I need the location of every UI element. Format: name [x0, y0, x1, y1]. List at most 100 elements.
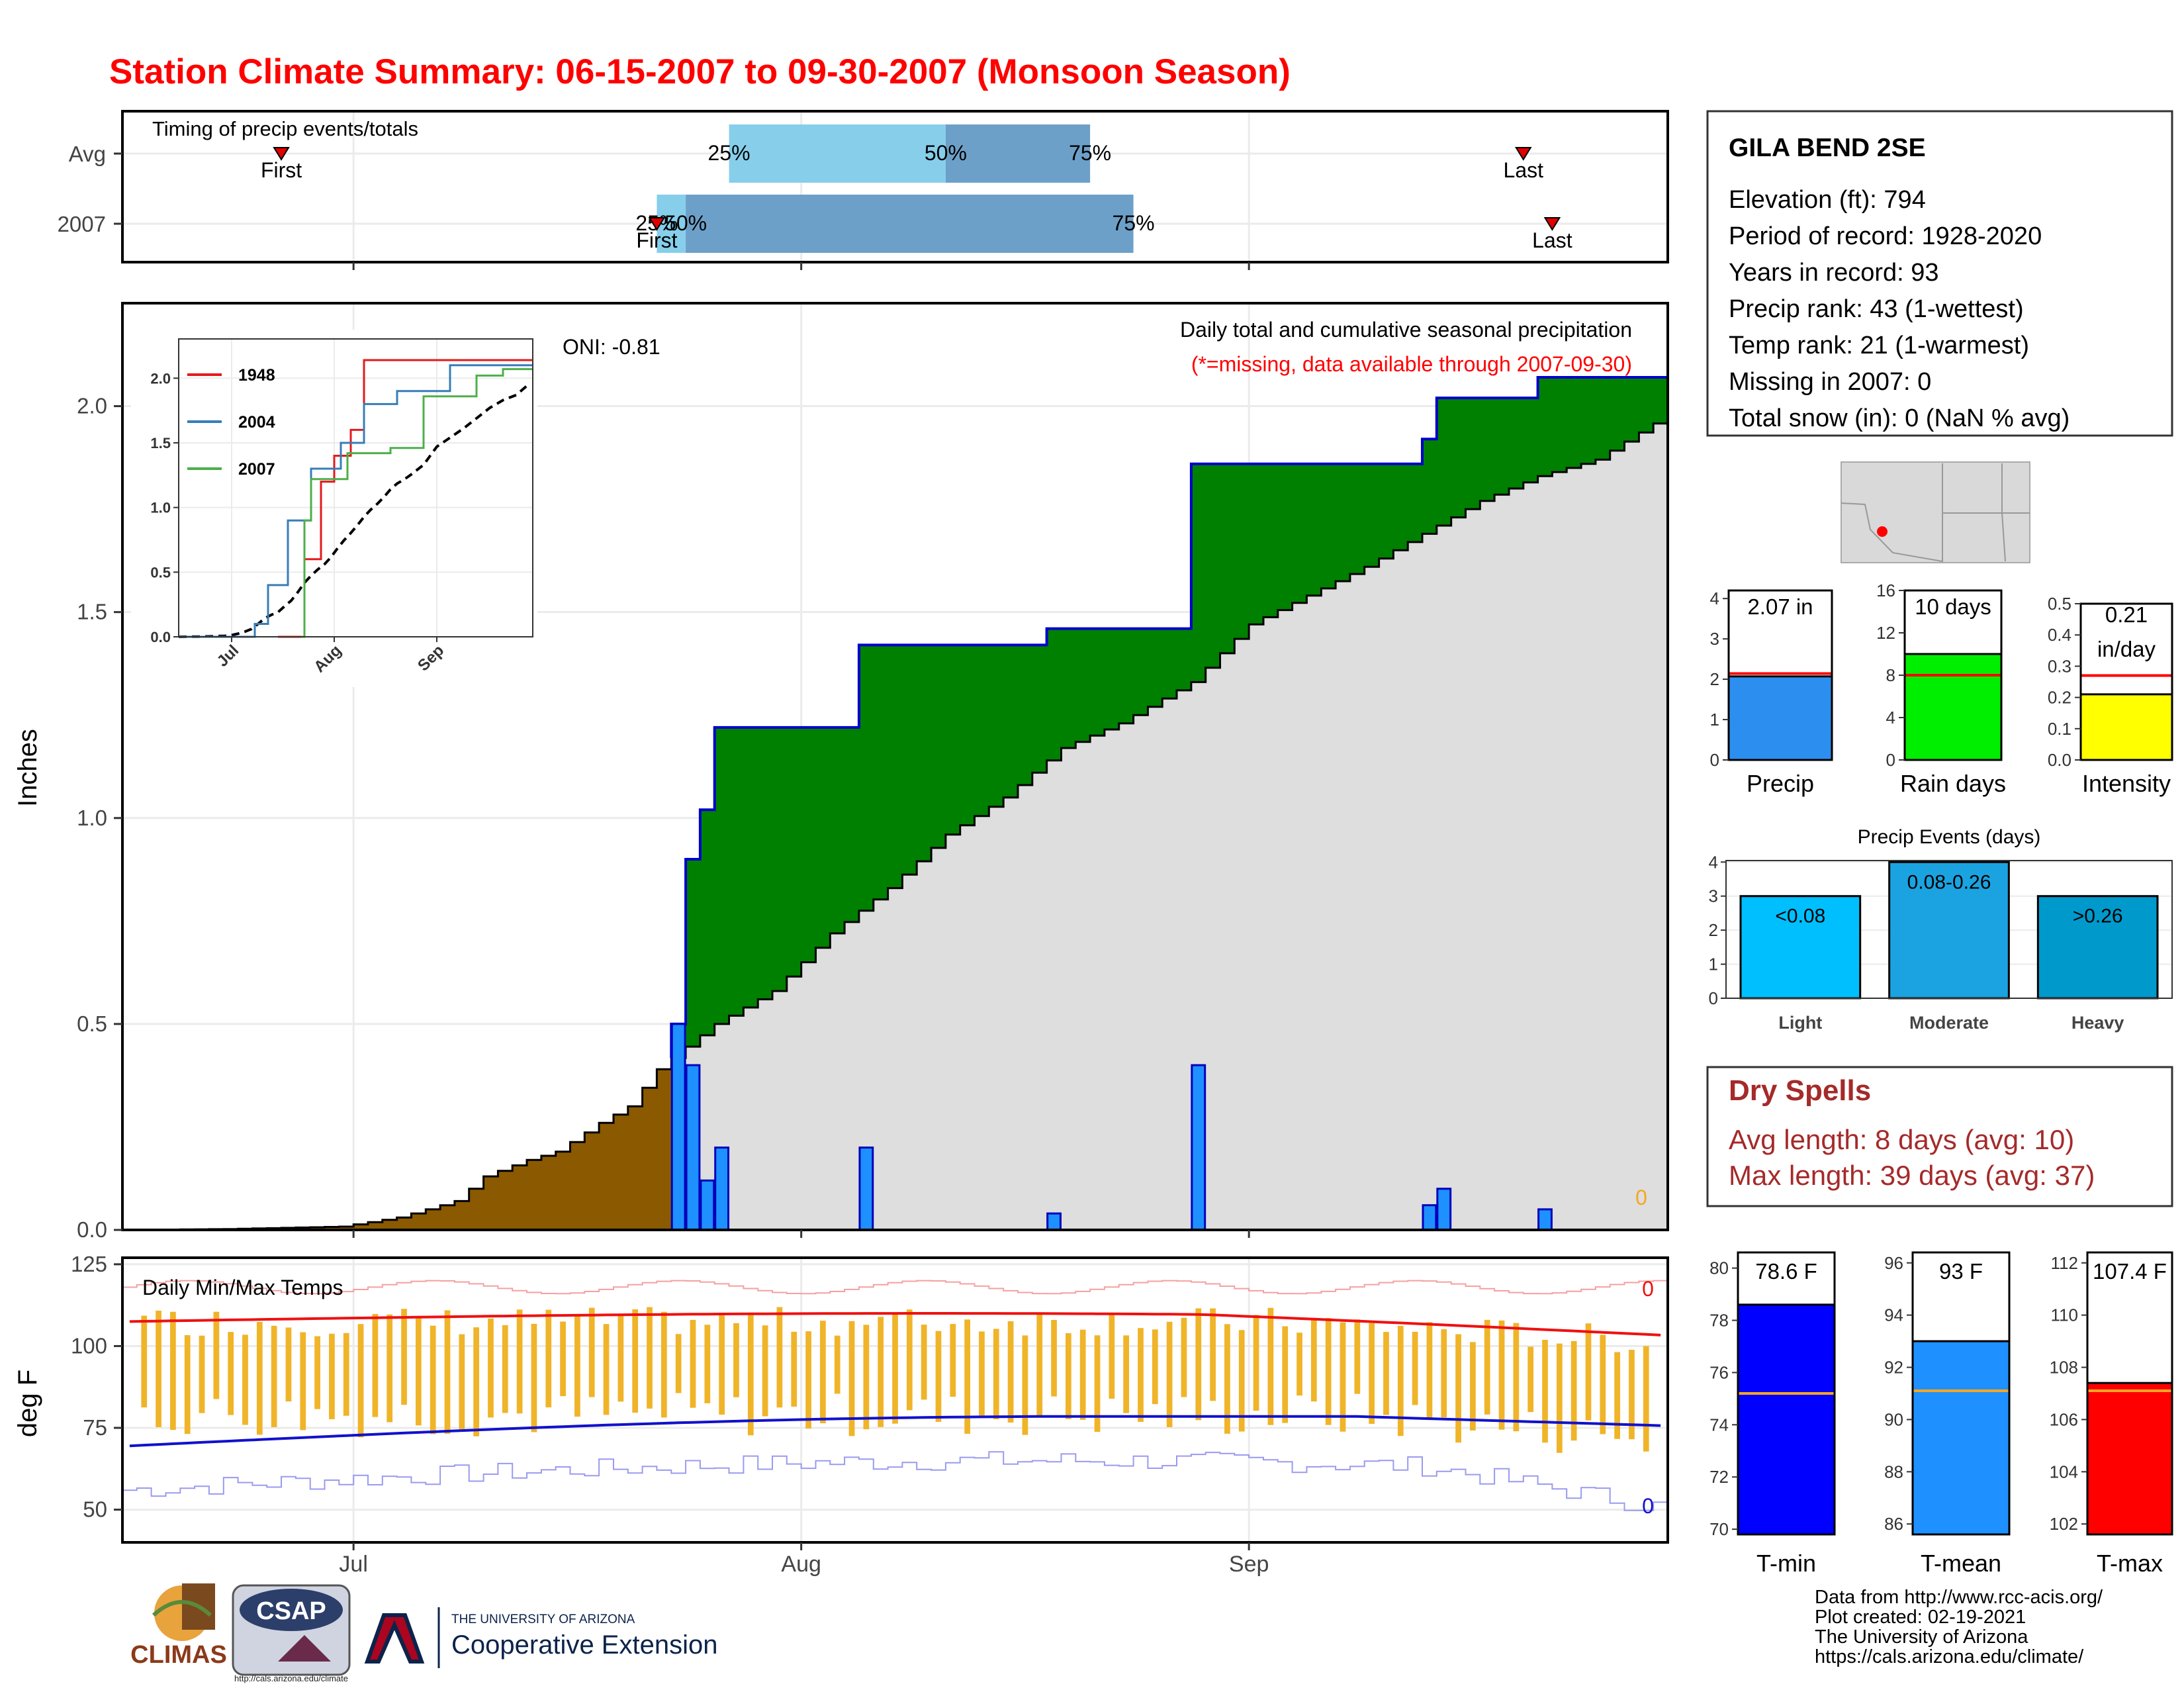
temperature-daily-bar [1397, 1325, 1404, 1436]
precip-y-tick-label: 2.0 [77, 394, 107, 418]
temperature-daily-bar [675, 1334, 682, 1393]
state-border-new-mexico [1942, 463, 2030, 562]
x-axis-month-label: Sep [1229, 1552, 1269, 1577]
temperature-daily-bar [993, 1329, 999, 1420]
footer-plot-created: Plot created: 02-19-2021 [1815, 1607, 2026, 1628]
ua-logo: THE UNIVERSITY OF ARIZONA Cooperative Ex… [364, 1607, 717, 1668]
inset-y-tick-label: 2.0 [150, 370, 171, 387]
tmin-gauge: 70 72 74 76 78 80 78.6 F T-min [1709, 1251, 1836, 1577]
temperature-daily-bar [1600, 1335, 1606, 1434]
precip-daily-bar [700, 1179, 715, 1231]
tmean-y-tick-label: 92 [1884, 1358, 1903, 1378]
tmax-y-tick-label: 102 [2050, 1514, 2078, 1534]
temperature-daily-bar [1022, 1335, 1028, 1435]
intensity-category-label: Intensity [2082, 770, 2171, 797]
precip-y-tick-label: 0.0 [77, 1217, 107, 1242]
ua-logo-text: Cooperative Extension [451, 1630, 717, 1660]
temperature-bars [141, 1307, 1649, 1453]
temperature-daily-bar [228, 1332, 234, 1415]
temperature-daily-bar [935, 1331, 942, 1423]
dry-spells-frame [1706, 1066, 2173, 1207]
precip-events-value-label: >0.26 [2073, 906, 2123, 927]
tmean-bar [1911, 1340, 2011, 1536]
temperature-daily-bar [1094, 1335, 1101, 1432]
tmin-y-tick-label: 72 [1709, 1467, 1729, 1487]
temperature-daily-bar [256, 1321, 263, 1435]
inset-legend-label-2004: 2004 [238, 413, 275, 432]
temperature-daily-bar [791, 1331, 797, 1407]
temperature-daily-bar [1325, 1318, 1332, 1425]
temperature-daily-bar [213, 1311, 220, 1399]
oni-value: ONI: -0.81 [563, 335, 660, 359]
temperature-daily-bar [1267, 1307, 1274, 1425]
tmax-gauge-frame [2086, 1251, 2173, 1536]
temperature-y-tick-label: 125 [71, 1252, 107, 1276]
precip-y-tick-label: 0.5 [77, 1011, 107, 1036]
temperature-daily-bar [285, 1327, 292, 1402]
inset-y-tick-label: 1.0 [150, 500, 171, 516]
raindays-category-label: Rain days [1900, 770, 2006, 797]
temperature-y-tick-label: 100 [71, 1333, 107, 1358]
temperature-y-axis-label: deg F [13, 1370, 42, 1437]
temperature-daily-bar [242, 1335, 248, 1425]
temperature-daily-bar [473, 1327, 480, 1436]
timing-avg-first-label: First [261, 158, 302, 182]
raindays-y-tick-label: 4 [1886, 708, 1895, 727]
raindays-y-tick-label: 12 [1876, 623, 1895, 643]
intensity-y-tick-label: 0.2 [2048, 688, 2071, 708]
precip-events-bar-moderate [1888, 861, 2010, 1000]
timing-2007-q75-label: 75% [1113, 211, 1155, 235]
temperature-daily-bar [617, 1315, 624, 1402]
inset-series-2004-line [179, 364, 533, 638]
temperature-daily-bar [372, 1313, 379, 1417]
precip-events-y-tick-label: 2 [1709, 920, 1718, 940]
inset-y-tick-label: 0.5 [150, 564, 171, 581]
tmean-y-tick-label: 96 [1884, 1253, 1903, 1273]
temperature-daily-bar [1340, 1322, 1346, 1432]
station-info-frame [1706, 110, 2173, 437]
temperature-daily-bar [401, 1309, 407, 1405]
precip-y-tick-label: 1 [1710, 710, 1719, 729]
tmean-y-tick-label: 86 [1884, 1514, 1903, 1534]
temperature-daily-bar [300, 1332, 306, 1430]
temperature-daily-bar [1152, 1329, 1158, 1405]
temperature-daily-bar [1079, 1329, 1086, 1420]
precip-category-label: Precip [1747, 770, 1814, 797]
precip-bar [1727, 675, 1833, 761]
precip-events-category-label: Moderate [1909, 1013, 1989, 1033]
temperature-daily-bar [719, 1313, 725, 1415]
tmean-y-tick-label: 90 [1884, 1409, 1903, 1429]
climas-logo-text: CLIMAS [130, 1641, 227, 1669]
temperature-panel: 50 75 100 125 Daily Min/Max Temps 0 0 deg F [13, 1252, 1669, 1550]
tmax-y-tick-label: 112 [2051, 1253, 2078, 1273]
precip-observed-line [670, 376, 1668, 1058]
raindays-y-tick-label: 8 [1886, 665, 1895, 685]
precip-y-tick-label: 1.0 [77, 806, 107, 830]
csap-logo: CSAP http://cals.arizona.edu/climate [232, 1584, 351, 1683]
temperature-daily-bar [531, 1323, 537, 1432]
precip-y-tick-label: 4 [1710, 588, 1719, 608]
precip-daily-bar [685, 1064, 701, 1231]
raindays-gauge: 0 4 8 12 16 10 days Rain days [1876, 581, 2006, 797]
temperature-daily-bar [488, 1318, 494, 1418]
timing-2007-last-marker [1543, 217, 1561, 231]
precip-gauge: 0 1 2 3 4 2.07 in Precip [1710, 588, 1833, 797]
tmean-y-tick-label: 94 [1884, 1305, 1903, 1325]
tmin-y-tick-label: 80 [1709, 1258, 1729, 1278]
dry-spells-title: Dry Spells [1729, 1074, 1871, 1107]
precip-events-y-tick-label: 3 [1709, 886, 1718, 906]
temperature-daily-bar [733, 1323, 739, 1397]
temperature-daily-bar [1210, 1308, 1216, 1401]
precip-y-tick-label: 1.5 [77, 600, 107, 624]
page-title: Station Climate Summary: 06-15-2007 to 0… [109, 52, 1291, 91]
temperature-daily-bar [588, 1307, 595, 1397]
inset-legend-label-1948: 1948 [238, 366, 275, 385]
csap-logo-mountain [278, 1635, 331, 1662]
temperature-daily-bar [502, 1325, 508, 1413]
inset-y-tick-label: 1.5 [150, 435, 171, 451]
inset-panel [179, 339, 533, 637]
precip-daily-bar [1537, 1208, 1553, 1231]
temperature-daily-bar [950, 1324, 956, 1397]
station-elevation: Elevation (ft): 794 [1729, 186, 1926, 214]
